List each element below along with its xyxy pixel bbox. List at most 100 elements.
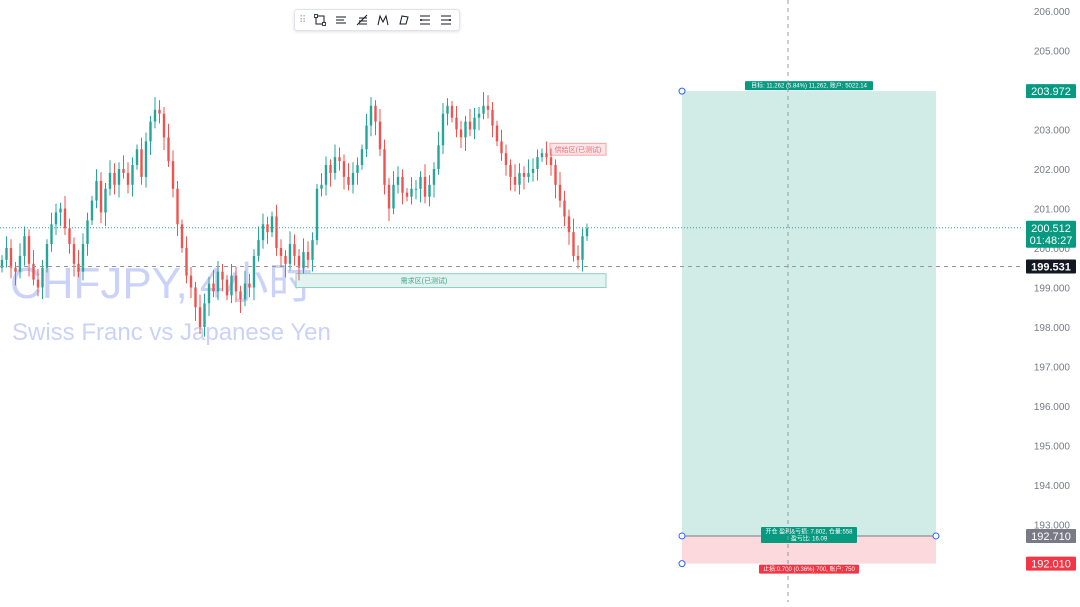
- candle-body: [126, 172, 130, 185]
- text-align-icon[interactable]: [332, 11, 350, 29]
- candle-body: [459, 129, 463, 138]
- candle-body: [509, 165, 512, 177]
- target-zone[interactable]: [682, 91, 936, 536]
- candle-body: [248, 283, 251, 288]
- candle-body: [545, 153, 548, 158]
- entry-label-line1: 开仓 盈利&亏损: 7.802, 仓量:558: [765, 527, 853, 535]
- candle-body: [86, 220, 89, 245]
- candle-body: [293, 244, 296, 256]
- candle-body: [162, 113, 166, 138]
- candle-body: [144, 141, 148, 177]
- drag-handle-icon[interactable]: ⠿: [299, 14, 307, 26]
- candle-body: [432, 169, 436, 185]
- candle-body: [441, 113, 445, 146]
- candle-body: [473, 117, 476, 130]
- price-tick: 201.000: [1034, 205, 1071, 216]
- price-tick: 195.000: [1034, 442, 1071, 453]
- supply-zone[interactable]: [549, 142, 607, 156]
- candle-body: [378, 121, 382, 150]
- price-tick: 206.000: [1034, 7, 1071, 18]
- drag-handle[interactable]: [932, 532, 940, 540]
- candles-layer: [0, 92, 589, 337]
- long-position-tool[interactable]: 目标: 11.262 (5.84%) 11,262, 账户: 5022.14 开…: [678, 81, 940, 574]
- candle-body: [261, 224, 265, 241]
- candle-body: [198, 307, 202, 327]
- drawing-toolbar[interactable]: ⠿: [294, 9, 461, 31]
- candle-body: [315, 188, 319, 241]
- candle-body: [113, 172, 116, 185]
- candle-body: [225, 279, 229, 296]
- candle-body: [486, 105, 490, 110]
- candle-body: [522, 172, 526, 177]
- candle-body: [540, 153, 544, 158]
- drag-handle[interactable]: [678, 87, 686, 95]
- candle-body: [140, 149, 143, 177]
- candle-body: [495, 125, 499, 142]
- stop-label: 止损:0.700 (0.36%) 700, 账户: 750: [763, 565, 855, 573]
- candle-body: [149, 121, 152, 142]
- target-price-label: 203.972: [1031, 86, 1071, 98]
- candle-body: [351, 172, 355, 185]
- candle-body: [585, 228, 589, 237]
- candle-body: [437, 145, 440, 169]
- candle-body: [576, 255, 580, 260]
- candle-body: [14, 267, 17, 272]
- candle-body: [270, 216, 274, 233]
- pattern-icon[interactable]: [374, 11, 392, 29]
- price-tick: 194.000: [1034, 481, 1071, 492]
- candle-body: [77, 263, 80, 272]
- price-scale[interactable]: 206.000205.000204.000203.000202.000201.0…: [1026, 7, 1076, 571]
- drag-handle[interactable]: [678, 560, 686, 568]
- candle-body: [239, 291, 242, 300]
- candle-body: [369, 105, 373, 126]
- price-tick: 203.000: [1034, 126, 1071, 137]
- candle-body: [405, 192, 409, 197]
- candle-body: [234, 275, 238, 292]
- candle-body: [374, 105, 377, 122]
- candle-body: [18, 255, 22, 272]
- candle-body: [563, 200, 566, 217]
- polygon-icon[interactable]: [395, 11, 413, 29]
- current-price-label: 200.512: [1031, 223, 1071, 235]
- candle-body: [329, 165, 332, 173]
- candle-body: [171, 161, 175, 189]
- current-price-badge: [1026, 220, 1076, 248]
- target-badge: [745, 81, 873, 91]
- stop-price-label: 192.010: [1031, 559, 1071, 571]
- drag-handle[interactable]: [678, 532, 686, 540]
- price-tick: 197.000: [1034, 363, 1071, 374]
- candle-body: [104, 188, 107, 213]
- candle-body: [581, 236, 584, 260]
- candle-body: [32, 263, 35, 280]
- candle-body: [468, 121, 472, 130]
- supply-zone-label: 供给区(已测试): [555, 145, 602, 154]
- candle-body: [36, 279, 40, 288]
- candle-body: [212, 283, 215, 292]
- position-handles[interactable]: [678, 87, 940, 568]
- candle-body: [518, 172, 521, 185]
- candle-body: [383, 149, 386, 185]
- entry-badge: [761, 526, 857, 543]
- demand-zone[interactable]: [295, 273, 607, 288]
- candle-body: [567, 216, 571, 233]
- demand-zone-label: 需求区(已测试): [401, 276, 448, 285]
- candle-body: [504, 153, 508, 166]
- watermark-description: Swiss Franc vs Japanese Yen: [12, 319, 331, 346]
- crosshair-price-badge: [1026, 259, 1076, 274]
- candle-body: [302, 251, 305, 268]
- short-position-icon[interactable]: [437, 11, 455, 29]
- fib-icon[interactable]: [353, 11, 371, 29]
- candle-body: [230, 275, 233, 296]
- stop-badge: [759, 564, 859, 574]
- rectangle-icon[interactable]: [311, 11, 329, 29]
- candle-body: [45, 244, 49, 268]
- candle-body: [189, 275, 193, 288]
- candle-body: [527, 172, 530, 177]
- candle-body: [401, 176, 404, 193]
- candle-body: [122, 169, 125, 173]
- long-position-icon[interactable]: [416, 11, 434, 29]
- candle-body: [288, 244, 292, 264]
- price-tick: 202.000: [1034, 165, 1071, 176]
